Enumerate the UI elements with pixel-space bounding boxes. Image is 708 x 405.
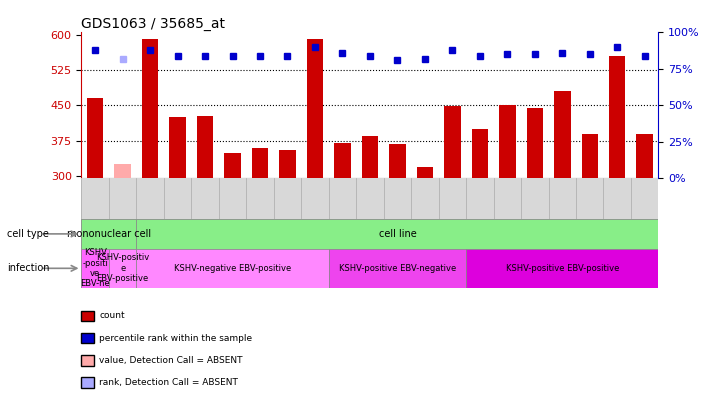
Bar (554, 91, 571, 178)
Bar (329, 249, 466, 288)
Bar (362, 136, 378, 178)
Bar (252, 148, 268, 178)
Text: KSHV-positive EBV-negative: KSHV-positive EBV-negative (339, 264, 456, 273)
Bar (81, 249, 109, 288)
Bar (224, 153, 241, 178)
Text: cell line: cell line (379, 229, 416, 239)
Bar (109, 249, 137, 288)
Bar (636, 134, 653, 178)
Bar (137, 249, 329, 288)
Bar (416, 167, 433, 178)
Text: GDS1063 / 35685_at: GDS1063 / 35685_at (81, 17, 225, 31)
Text: count: count (99, 311, 125, 320)
Bar (87, 98, 103, 178)
Text: percentile rank within the sample: percentile rank within the sample (99, 334, 252, 343)
Bar (389, 144, 406, 178)
Text: KSHV
-positi
ve
EBV-ne: KSHV -positi ve EBV-ne (80, 248, 110, 288)
Text: mononuclear cell: mononuclear cell (67, 229, 151, 239)
Bar (444, 106, 461, 178)
Text: KSHV-negative EBV-positive: KSHV-negative EBV-positive (174, 264, 291, 273)
Text: rank, Detection Call = ABSENT: rank, Detection Call = ABSENT (99, 378, 238, 387)
Bar (499, 105, 515, 178)
Bar (115, 164, 131, 178)
Bar (142, 39, 159, 178)
Text: KSHV-positive EBV-positive: KSHV-positive EBV-positive (506, 264, 619, 273)
Text: cell type: cell type (7, 229, 49, 239)
Text: value, Detection Call = ABSENT: value, Detection Call = ABSENT (99, 356, 243, 365)
Bar (81, 219, 137, 249)
Bar (581, 134, 598, 178)
Bar (472, 129, 488, 178)
Bar (307, 38, 324, 178)
Bar (527, 108, 543, 178)
Bar (334, 143, 350, 178)
Text: KSHV-positiv
e
EBV-positive: KSHV-positiv e EBV-positive (96, 254, 149, 283)
Bar (466, 249, 658, 288)
Bar (279, 150, 296, 178)
Bar (169, 117, 185, 178)
Bar (609, 56, 625, 178)
Bar (197, 116, 213, 178)
Text: infection: infection (7, 263, 50, 273)
